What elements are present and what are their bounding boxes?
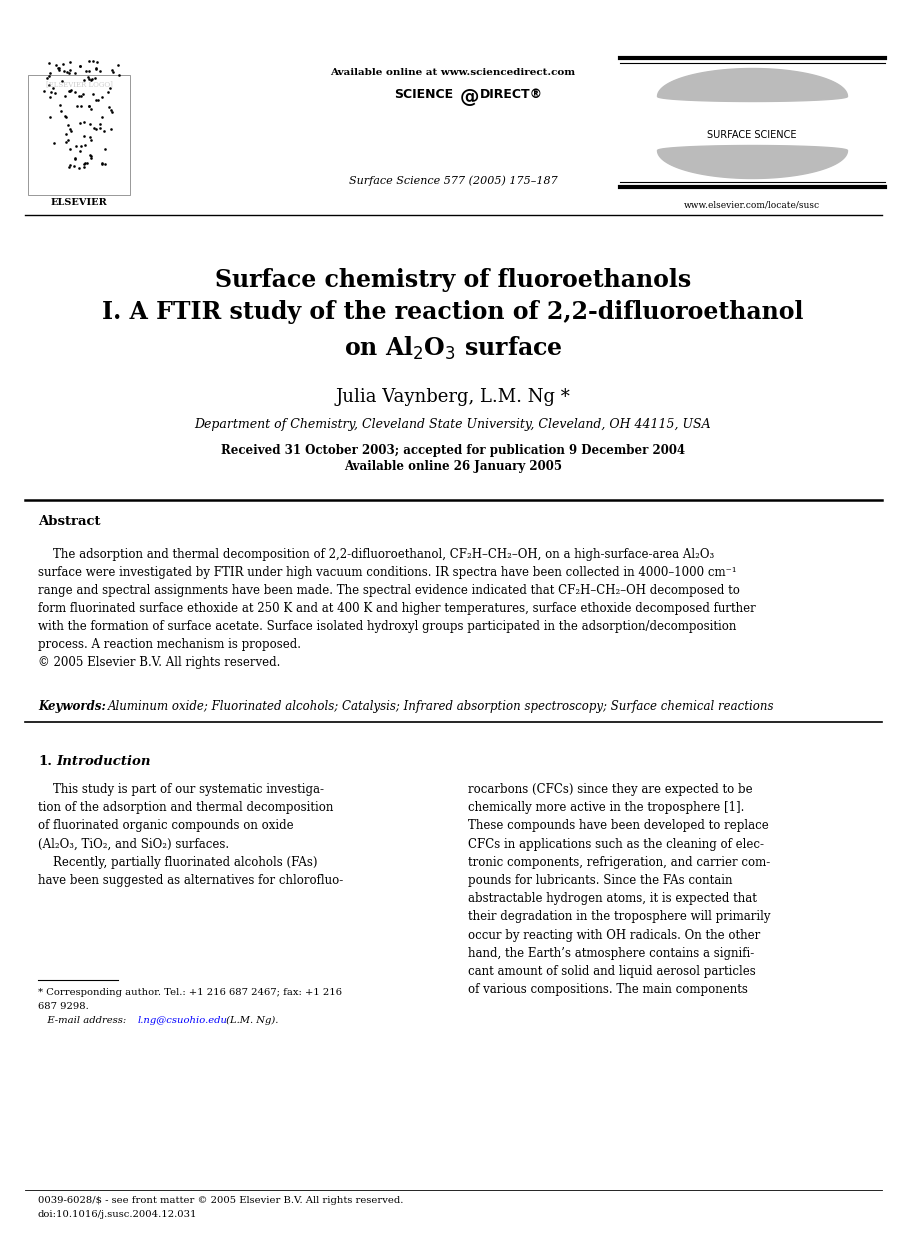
Text: * Corresponding author. Tel.: +1 216 687 2467; fax: +1 216: * Corresponding author. Tel.: +1 216 687… [38, 988, 342, 997]
Text: I. A FTIR study of the reaction of 2,2-difluoroethanol: I. A FTIR study of the reaction of 2,2-d… [102, 300, 804, 324]
Text: l.ng@csuohio.edu: l.ng@csuohio.edu [138, 1016, 228, 1025]
Text: Julia Vaynberg, L.M. Ng *: Julia Vaynberg, L.M. Ng * [336, 387, 571, 406]
Text: on Al$_2$O$_3$ surface: on Al$_2$O$_3$ surface [344, 335, 562, 363]
Text: SCIENCE: SCIENCE [394, 88, 453, 102]
Text: Available online at www.sciencedirect.com: Available online at www.sciencedirect.co… [330, 68, 576, 77]
Text: 687 9298.: 687 9298. [38, 1002, 89, 1011]
Text: This study is part of our systematic investiga-
tion of the adsorption and therm: This study is part of our systematic inv… [38, 782, 343, 886]
FancyBboxPatch shape [28, 76, 130, 196]
Text: Keywords:: Keywords: [38, 699, 106, 713]
Text: www.elsevier.com/locate/susc: www.elsevier.com/locate/susc [684, 201, 820, 209]
Text: Surface Science 577 (2005) 175–187: Surface Science 577 (2005) 175–187 [348, 175, 558, 186]
Text: [ELSEVIER LOGO]: [ELSEVIER LOGO] [45, 80, 112, 88]
Text: Aluminum oxide; Fluorinated alcohols; Catalysis; Infrared absorption spectroscop: Aluminum oxide; Fluorinated alcohols; Ca… [108, 699, 775, 713]
Text: doi:10.1016/j.susc.2004.12.031: doi:10.1016/j.susc.2004.12.031 [38, 1210, 198, 1219]
Text: @: @ [460, 88, 480, 106]
Text: rocarbons (CFCs) since they are expected to be
chemically more active in the tro: rocarbons (CFCs) since they are expected… [468, 782, 771, 997]
Text: SURFACE SCIENCE: SURFACE SCIENCE [707, 130, 796, 140]
Text: (L.M. Ng).: (L.M. Ng). [223, 1016, 278, 1025]
Text: Surface chemistry of fluoroethanols: Surface chemistry of fluoroethanols [215, 267, 691, 292]
Text: Received 31 October 2003; accepted for publication 9 December 2004: Received 31 October 2003; accepted for p… [221, 444, 685, 457]
Text: ELSEVIER: ELSEVIER [51, 198, 107, 207]
Text: Department of Chemistry, Cleveland State University, Cleveland, OH 44115, USA: Department of Chemistry, Cleveland State… [195, 418, 711, 431]
Text: DIRECT®: DIRECT® [480, 88, 543, 102]
Text: E-mail address:: E-mail address: [38, 1016, 126, 1025]
Text: Available online 26 January 2005: Available online 26 January 2005 [344, 461, 562, 473]
Text: Abstract: Abstract [38, 515, 101, 527]
Text: 0039-6028/$ - see front matter © 2005 Elsevier B.V. All rights reserved.: 0039-6028/$ - see front matter © 2005 El… [38, 1196, 404, 1205]
Text: 1.: 1. [38, 755, 52, 768]
Text: The adsorption and thermal decomposition of 2,2-difluoroethanol, CF₂H–CH₂–OH, on: The adsorption and thermal decomposition… [38, 548, 756, 669]
Text: Introduction: Introduction [56, 755, 151, 768]
